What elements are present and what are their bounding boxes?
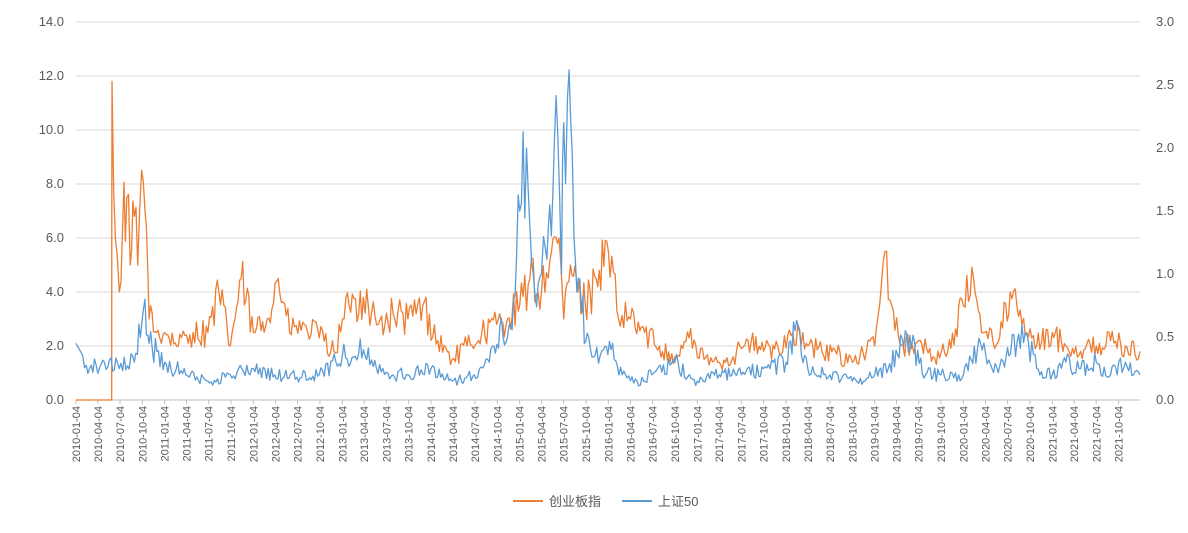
x-tick-label: 2017-10-04	[759, 406, 771, 462]
x-tick-label: 2017-01-04	[692, 406, 704, 462]
x-tick-label: 2011-10-04	[226, 406, 238, 461]
series-line-chuangye	[76, 80, 1141, 401]
x-tick-label: 2018-01-04	[781, 406, 793, 462]
legend: 创业板指 上证50	[513, 494, 698, 509]
x-tick-label: 2020-01-04	[958, 406, 970, 462]
x-tick-label: 2020-10-04	[1025, 406, 1037, 462]
x-tick-label: 2018-04-04	[803, 406, 815, 462]
x-tick-label: 2021-07-04	[1091, 406, 1103, 462]
legend-label-shangzheng50: 上证50	[658, 494, 698, 509]
left-y-axis: 0.0 2.0 4.0 6.0 8.0 10.0 12.0 14.0	[39, 14, 64, 407]
x-tick-label: 2012-10-04	[315, 406, 327, 462]
x-tick-label: 2017-07-04	[736, 406, 748, 462]
x-tick-label: 2013-10-04	[404, 406, 416, 462]
x-tick-label: 2021-04-04	[1069, 406, 1081, 462]
x-tick-label: 2010-10-04	[137, 406, 149, 462]
x-tick-label: 2011-07-04	[204, 406, 216, 461]
right-y-tick-label: 0.0	[1156, 392, 1174, 407]
left-y-tick-label: 0.0	[46, 392, 64, 407]
x-tick-label: 2012-04-04	[270, 406, 282, 462]
left-y-tick-label: 4.0	[46, 284, 64, 299]
legend-label-chuangye: 创业板指	[549, 494, 601, 509]
x-tick-label: 2020-04-04	[980, 406, 992, 462]
x-tick-label: 2016-04-04	[625, 406, 637, 462]
left-y-tick-label: 14.0	[39, 14, 64, 29]
x-tick-label: 2016-07-04	[648, 406, 660, 462]
x-tick-label: 2017-04-04	[714, 406, 726, 462]
x-tick-label: 2015-10-04	[581, 406, 593, 462]
x-tick-label: 2019-04-04	[892, 406, 904, 462]
right-y-axis: 0.0 0.5 1.0 1.5 2.0 2.5 3.0	[1156, 14, 1174, 407]
x-tick-label: 2015-01-04	[515, 406, 527, 462]
x-tick-label: 2020-07-04	[1003, 406, 1015, 462]
left-y-tick-label: 2.0	[46, 338, 64, 353]
left-y-tick-label: 6.0	[46, 230, 64, 245]
x-tick-label: 2011-04-04	[182, 406, 194, 461]
x-tick-label: 2010-07-04	[115, 406, 127, 462]
x-tick-label: 2013-07-04	[381, 406, 393, 462]
x-tick-label: 2019-07-04	[914, 406, 926, 462]
x-tick-label: 2012-01-04	[248, 406, 260, 462]
x-tick-label: 2019-10-04	[936, 406, 948, 462]
x-tick-label: 2014-10-04	[492, 406, 504, 462]
right-y-tick-label: 1.5	[1156, 203, 1174, 218]
series-line-shangzheng50	[75, 69, 1141, 387]
x-tick-label: 2014-07-04	[470, 406, 482, 462]
left-y-tick-label: 8.0	[46, 176, 64, 191]
right-y-tick-label: 3.0	[1156, 14, 1174, 29]
x-tick-label: 2014-01-04	[426, 406, 438, 462]
right-y-tick-label: 2.0	[1156, 140, 1174, 155]
x-axis: 2010-01-04 2010-04-04 2010-07-04 2010-10-04…	[71, 399, 1140, 462]
x-tick-label: 2021-01-04	[1047, 406, 1059, 462]
x-tick-label: 2016-01-04	[603, 406, 615, 462]
x-tick-label: 2014-04-04	[448, 406, 460, 462]
x-tick-label: 2010-01-04	[71, 406, 83, 462]
x-tick-label: 2013-01-04	[337, 406, 349, 462]
x-tick-label: 2019-01-04	[870, 406, 882, 462]
right-y-tick-label: 0.5	[1156, 329, 1174, 344]
right-y-tick-label: 2.5	[1156, 77, 1174, 92]
left-y-tick-label: 12.0	[39, 68, 64, 83]
x-tick-label: 2013-04-04	[359, 406, 371, 462]
left-y-tick-label: 10.0	[39, 122, 64, 137]
x-tick-label: 2010-04-04	[93, 406, 105, 462]
x-tick-label: 2011-01-04	[160, 406, 172, 461]
x-tick-label: 2015-07-04	[559, 406, 571, 462]
x-tick-label: 2016-10-04	[670, 406, 682, 462]
x-tick-label: 2012-07-04	[293, 406, 305, 462]
right-y-tick-label: 1.0	[1156, 266, 1174, 281]
series	[75, 69, 1141, 401]
gridlines	[76, 21, 1140, 401]
x-tick-label: 2018-07-04	[825, 406, 837, 462]
x-tick-label: 2021-10-04	[1114, 406, 1126, 462]
x-tick-label: 2018-10-04	[847, 406, 859, 462]
x-tick-label: 2015-04-04	[537, 406, 549, 462]
